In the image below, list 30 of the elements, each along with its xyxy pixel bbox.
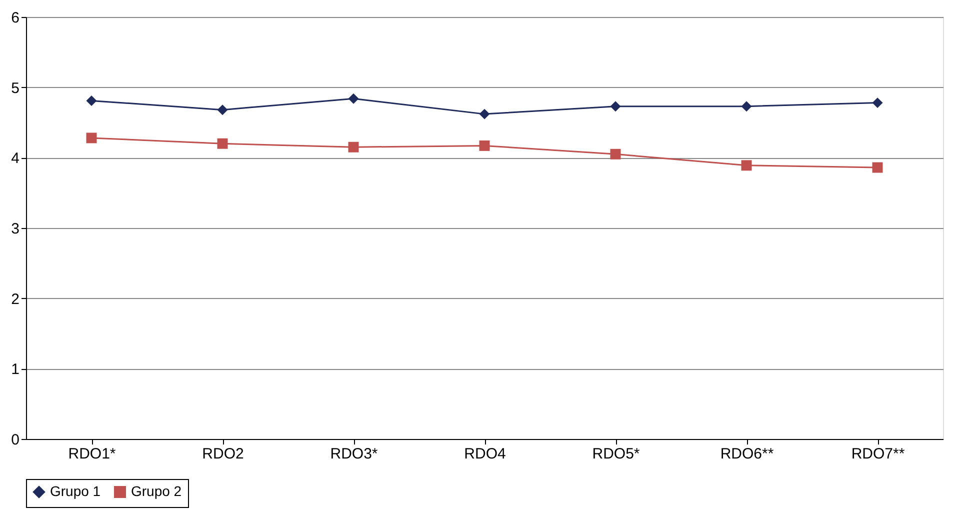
y-tick-label: 2 [11,290,20,308]
point [86,95,97,106]
point [348,93,359,104]
x-tick-label: RDO6** [720,446,774,462]
y-tick-label: 0 [11,432,20,448]
point [741,160,752,171]
point [217,104,228,116]
point [86,132,97,144]
y-tick-label: 4 [11,150,20,168]
point [610,101,621,112]
x-tick-label: RDO4 [464,446,506,462]
legend-label: Grupo 2 [131,483,182,499]
point [479,140,490,151]
y-tick-label: 3 [11,220,20,238]
legend-label: Grupo 1 [50,483,101,499]
point [348,142,359,152]
point [610,148,621,160]
x-tick-label: RDO2 [202,446,244,462]
x-tick-label: RDO7** [851,446,905,462]
x-tick-label: RDO5* [592,446,640,462]
x-tick-label: RDO1* [68,446,116,462]
y-tick-label: 6 [11,10,20,26]
point [479,108,490,120]
y-tick-label: 1 [11,361,20,378]
point [217,138,228,149]
y-tick-label: 5 [11,80,20,97]
point [872,162,883,173]
x-tick-label: RDO3* [330,446,378,462]
point [872,98,883,108]
point [741,101,752,112]
